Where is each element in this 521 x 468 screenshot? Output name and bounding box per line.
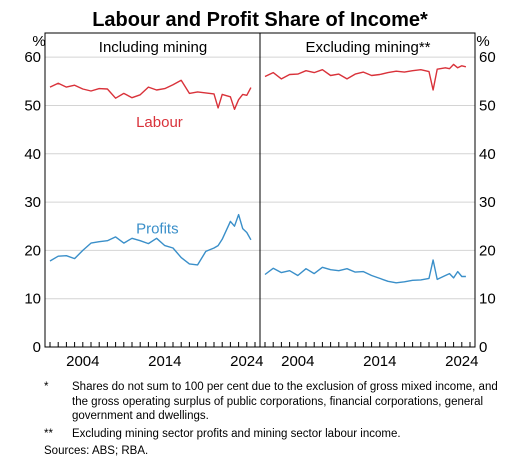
- x-tick-label: 2004: [281, 353, 314, 370]
- right-unit-label: %: [476, 33, 489, 50]
- y-tick-label-left: 60: [24, 49, 41, 66]
- x-tick-label: 2004: [66, 353, 99, 370]
- sources-note: Sources: ABS; RBA.: [44, 445, 149, 457]
- footnote-row: * Shares do not sum to 100 per cent due …: [44, 380, 504, 424]
- footnote-row: ** Excluding mining sector profits and m…: [44, 427, 504, 442]
- series-line-profits-panel-1: [49, 213, 252, 266]
- y-tick-label-left: 30: [24, 194, 41, 211]
- footnote-text: Shares do not sum to 100 per cent due to…: [72, 381, 498, 422]
- y-tick-label-right: 50: [479, 97, 496, 114]
- series-label-labour: Labour: [136, 114, 183, 131]
- panel-title-including-mining: Including mining: [99, 39, 207, 56]
- series-label-profits: Profits: [136, 220, 179, 237]
- y-tick-label-left: 40: [24, 146, 41, 163]
- series-lines: [49, 63, 467, 284]
- series-line-labour-panel-2: [264, 63, 467, 91]
- footnote-text: Excluding mining sector profits and mini…: [72, 427, 401, 440]
- y-tick-label-right: 0: [479, 339, 487, 356]
- chart-title: Labour and Profit Share of Income*: [92, 9, 428, 31]
- x-axis: 2004 2014 2024 2004 2014 2024: [49, 342, 478, 370]
- series-labels: Labour Profits: [136, 114, 183, 237]
- y-axis-right: 0 10 20 30 40 50 60: [479, 49, 496, 356]
- panel-title-excluding-mining: Excluding mining**: [305, 39, 430, 56]
- x-tick-label: 2014: [363, 353, 396, 370]
- y-tick-label-right: 40: [479, 146, 496, 163]
- series-line-labour-panel-1: [49, 79, 252, 111]
- x-tick-label: 2014: [148, 353, 181, 370]
- y-tick-label-left: 20: [24, 242, 41, 259]
- y-tick-label-left: 10: [24, 291, 41, 308]
- y-tick-label-right: 30: [479, 194, 496, 211]
- footnote-mark: *: [44, 381, 49, 393]
- footnotes: * Shares do not sum to 100 per cent due …: [44, 380, 504, 459]
- footnote-mark: **: [44, 427, 53, 440]
- y-tick-label-right: 10: [479, 291, 496, 308]
- y-tick-label-left: 0: [33, 339, 41, 356]
- x-tick-label: 2024: [445, 353, 478, 370]
- y-tick-label-right: 20: [479, 242, 496, 259]
- x-tick-label: 2024: [230, 353, 263, 370]
- y-tick-label-left: 50: [24, 97, 41, 114]
- y-axis-left: 0 10 20 30 40 50 60: [24, 49, 41, 356]
- series-line-profits-panel-2: [264, 259, 466, 284]
- y-tick-label-right: 60: [479, 49, 496, 66]
- left-unit-label: %: [32, 33, 45, 50]
